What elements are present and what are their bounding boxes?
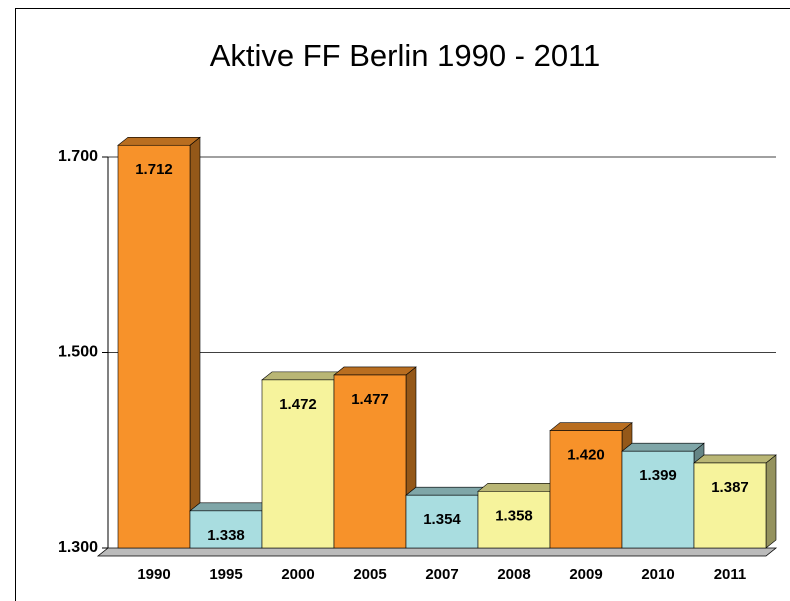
data-label: 1.420 — [567, 447, 605, 464]
bar — [477, 491, 551, 549]
bar-side — [765, 454, 777, 549]
bar-top — [189, 502, 273, 512]
bar — [693, 462, 767, 549]
bar — [549, 430, 623, 549]
data-label: 1.712 — [135, 161, 173, 178]
bar-top — [549, 422, 633, 432]
bar-top — [261, 371, 345, 381]
x-tick-label: 2005 — [353, 566, 386, 583]
x-tick-label: 2008 — [497, 566, 530, 583]
x-tick-label: 2000 — [281, 566, 314, 583]
data-label: 1.338 — [207, 527, 245, 544]
bar-top — [693, 454, 777, 464]
x-tick-label: 2009 — [569, 566, 602, 583]
y-tick-label: 1.500 — [58, 344, 98, 361]
bar — [333, 374, 407, 549]
x-tick-label: 1995 — [209, 566, 242, 583]
bar-top — [405, 486, 489, 496]
bar-top — [117, 136, 201, 146]
floor — [96, 547, 778, 557]
x-tick-label: 2010 — [641, 566, 674, 583]
bar-top — [477, 483, 561, 492]
data-label: 1.472 — [279, 396, 317, 413]
y-tick-label: 1.700 — [58, 148, 98, 165]
x-tick-label: 1990 — [137, 566, 170, 583]
bar — [117, 144, 191, 549]
bar — [621, 450, 695, 549]
data-label: 1.399 — [639, 467, 677, 484]
data-label: 1.387 — [711, 479, 749, 496]
bar — [405, 494, 479, 549]
chart-title: Aktive FF Berlin 1990 - 2011 — [210, 38, 601, 73]
bar-top — [621, 442, 705, 452]
x-tick-label: 2011 — [714, 566, 747, 583]
bar — [189, 510, 263, 549]
x-tick-label: 2007 — [425, 566, 458, 583]
data-label: 1.354 — [423, 511, 461, 528]
bar-side — [189, 136, 201, 549]
data-label: 1.477 — [351, 391, 389, 408]
bar-top — [333, 366, 417, 376]
y-tick-label: 1.300 — [58, 539, 98, 556]
data-label: 1.358 — [495, 507, 533, 524]
